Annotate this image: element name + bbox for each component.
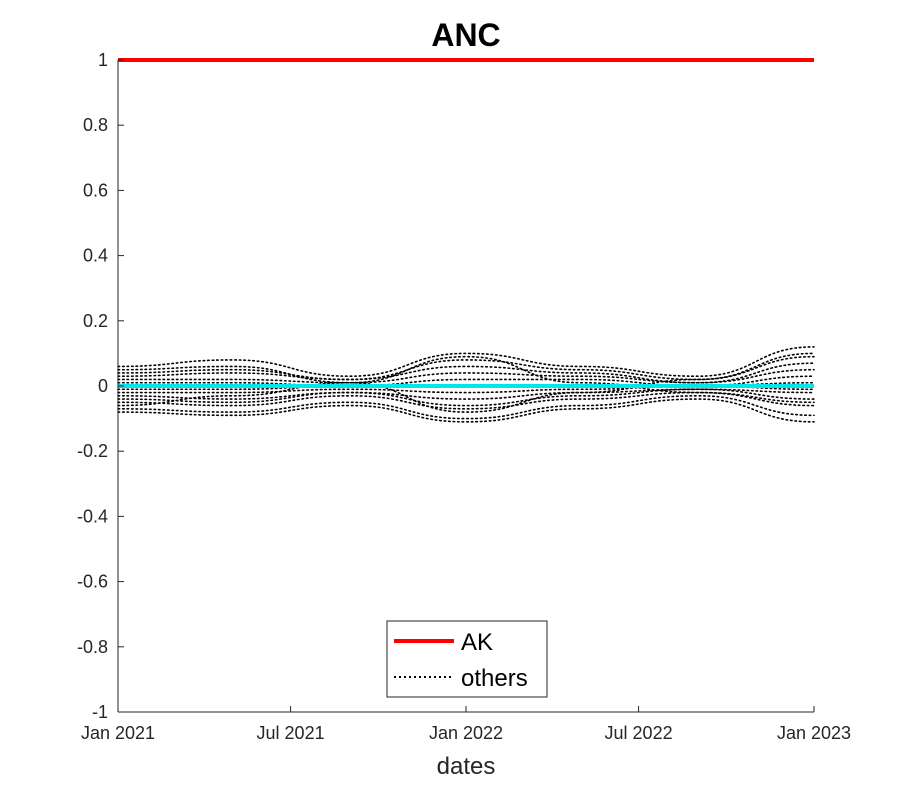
y-tick-label: -0.8 bbox=[77, 637, 108, 657]
x-ticks: Jan 2021 Jul 2021 Jan 2022 Jul 2022 Jan 2023 bbox=[81, 706, 851, 743]
series-line-others-2 bbox=[117, 346, 815, 378]
series-layer bbox=[117, 57, 815, 423]
plot-area: 1 0.8 0.6 0.4 0.2 0 -0.2 -0.4 -0.6 -0.8 -1 Jan 202… bbox=[77, 50, 851, 743]
series-line-others-14 bbox=[117, 355, 815, 404]
y-tick-label: 0.2 bbox=[83, 311, 108, 331]
series-line-others-3 bbox=[117, 355, 815, 381]
legend: AK others bbox=[386, 620, 548, 698]
y-tick-label: 0 bbox=[98, 376, 108, 396]
x-tick-label: Jul 2022 bbox=[605, 723, 673, 743]
x-tick-label: Jan 2021 bbox=[81, 723, 155, 743]
series-line-others-13 bbox=[117, 398, 815, 423]
y-ticks: 1 0.8 0.6 0.4 0.2 0 -0.2 -0.4 -0.6 -0.8 -1 bbox=[77, 50, 124, 722]
y-tick-label: 1 bbox=[98, 50, 108, 70]
y-tick-label: 0.8 bbox=[83, 115, 108, 135]
y-tick-label: 0.6 bbox=[83, 180, 108, 200]
chart-title: ANC bbox=[431, 17, 500, 53]
legend-label-ak: AK bbox=[461, 629, 493, 656]
x-tick-label: Jan 2023 bbox=[777, 723, 851, 743]
x-tick-label: Jul 2021 bbox=[257, 723, 325, 743]
y-tick-label: 0.4 bbox=[83, 246, 108, 266]
legend-box bbox=[386, 620, 548, 698]
series-line-others-15 bbox=[117, 352, 815, 413]
y-tick-label: -0.4 bbox=[77, 506, 108, 526]
series-line-others-5 bbox=[117, 368, 815, 384]
x-axis-label: dates bbox=[437, 753, 496, 780]
series-line-others-10 bbox=[117, 388, 815, 407]
series-line-others-12 bbox=[117, 394, 815, 420]
y-tick-label: -0.2 bbox=[77, 441, 108, 461]
legend-label-others: others bbox=[461, 665, 528, 692]
x-tick-label: Jan 2022 bbox=[429, 723, 503, 743]
y-tick-label: -0.6 bbox=[77, 572, 108, 592]
y-tick-label: -1 bbox=[92, 702, 108, 722]
